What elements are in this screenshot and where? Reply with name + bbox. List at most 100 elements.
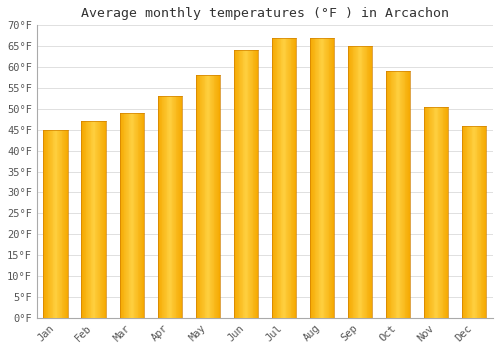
Bar — [120, 113, 121, 318]
Bar — [485, 126, 486, 318]
Bar — [432, 107, 434, 318]
Bar — [428, 107, 430, 318]
Bar — [393, 71, 394, 318]
Bar — [321, 38, 322, 318]
Bar — [178, 96, 179, 318]
Bar — [59, 130, 60, 318]
Bar — [327, 38, 328, 318]
Bar — [424, 107, 426, 318]
Bar — [204, 76, 206, 318]
Bar — [484, 126, 485, 318]
Bar — [441, 107, 442, 318]
Bar — [362, 46, 364, 318]
Bar — [102, 121, 103, 318]
Bar — [316, 38, 317, 318]
Bar — [446, 107, 448, 318]
Bar — [237, 50, 238, 318]
Bar — [332, 38, 334, 318]
Bar — [358, 46, 359, 318]
Bar — [83, 121, 84, 318]
Bar — [126, 113, 127, 318]
Bar — [478, 126, 479, 318]
Bar — [402, 71, 403, 318]
Bar — [216, 76, 217, 318]
Bar — [169, 96, 170, 318]
Bar — [206, 76, 207, 318]
Bar — [64, 130, 65, 318]
Bar — [437, 107, 438, 318]
Bar — [50, 130, 51, 318]
Bar — [322, 38, 323, 318]
Bar — [210, 76, 211, 318]
Bar — [326, 38, 327, 318]
Bar — [350, 46, 351, 318]
Bar — [272, 38, 273, 318]
Bar — [158, 96, 159, 318]
Bar — [196, 76, 197, 318]
Bar — [211, 76, 212, 318]
Bar — [480, 126, 482, 318]
Bar — [290, 38, 292, 318]
Bar — [240, 50, 241, 318]
Bar — [51, 130, 52, 318]
Bar — [256, 50, 258, 318]
Bar — [408, 71, 410, 318]
Bar — [134, 113, 135, 318]
Bar — [234, 50, 235, 318]
Bar — [63, 130, 64, 318]
Bar — [396, 71, 397, 318]
Bar — [170, 96, 172, 318]
Bar — [282, 38, 283, 318]
Bar — [278, 38, 279, 318]
Bar — [82, 121, 83, 318]
Bar — [386, 71, 388, 318]
Bar — [407, 71, 408, 318]
Bar — [213, 76, 214, 318]
Bar — [361, 46, 362, 318]
Bar — [274, 38, 275, 318]
Bar — [131, 113, 132, 318]
Bar — [55, 130, 56, 318]
Bar — [87, 121, 88, 318]
Bar — [288, 38, 289, 318]
Bar — [430, 107, 431, 318]
Bar — [160, 96, 161, 318]
Bar — [482, 126, 483, 318]
Bar — [123, 113, 124, 318]
Bar — [276, 38, 278, 318]
Bar — [273, 38, 274, 318]
Bar — [127, 113, 128, 318]
Bar — [427, 107, 428, 318]
Bar — [166, 96, 168, 318]
Bar — [323, 38, 324, 318]
Bar — [245, 50, 246, 318]
Bar — [472, 126, 473, 318]
Bar — [96, 121, 97, 318]
Bar — [217, 76, 218, 318]
Bar — [44, 130, 45, 318]
Bar — [364, 46, 365, 318]
Bar — [368, 46, 369, 318]
Bar — [202, 76, 203, 318]
Bar — [48, 130, 49, 318]
Bar — [46, 130, 47, 318]
Bar — [293, 38, 294, 318]
Bar — [312, 38, 313, 318]
Bar — [61, 130, 62, 318]
Bar — [445, 107, 446, 318]
Bar — [399, 71, 400, 318]
Bar — [251, 50, 252, 318]
Bar — [438, 107, 440, 318]
Bar — [483, 126, 484, 318]
Bar — [466, 126, 468, 318]
Bar — [197, 76, 198, 318]
Bar — [92, 121, 93, 318]
Bar — [136, 113, 137, 318]
Bar — [173, 96, 174, 318]
Bar — [137, 113, 138, 318]
Bar — [324, 38, 326, 318]
Bar — [65, 130, 66, 318]
Bar — [475, 126, 476, 318]
Bar — [471, 126, 472, 318]
Bar — [289, 38, 290, 318]
